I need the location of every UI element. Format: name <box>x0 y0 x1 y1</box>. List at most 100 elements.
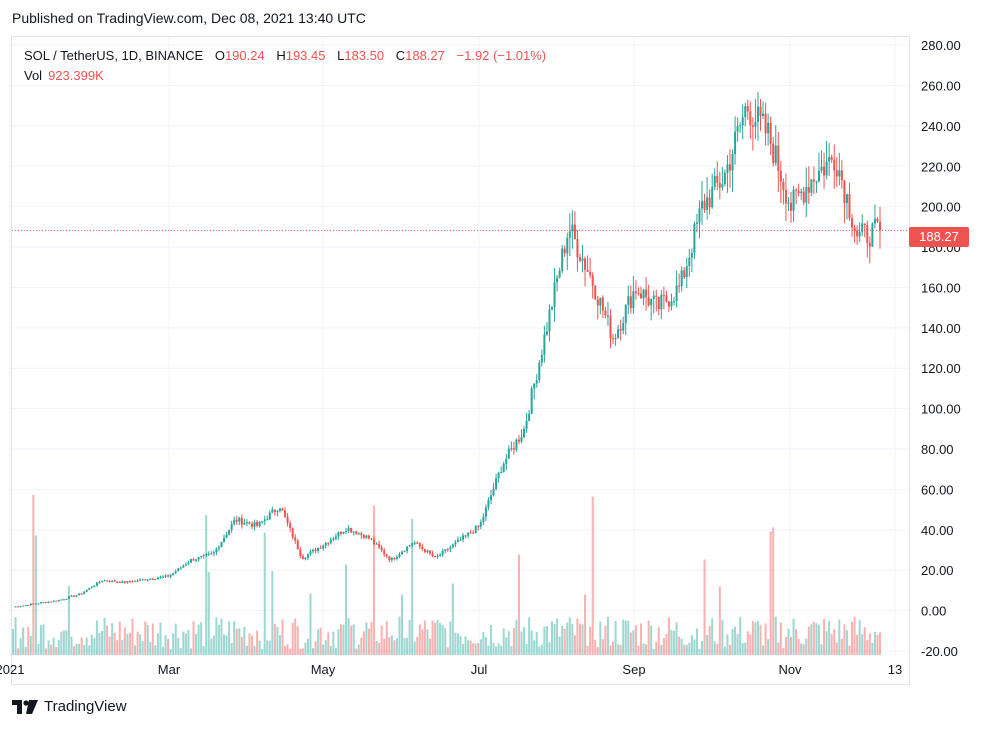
volume-bar <box>627 620 630 655</box>
volume-bar <box>489 624 492 655</box>
volume-bar <box>245 645 248 655</box>
candle-body <box>622 322 625 331</box>
volume-bar <box>113 632 116 655</box>
candle-body <box>370 538 373 540</box>
volume-bar <box>281 619 284 655</box>
volume-bar <box>459 635 462 655</box>
volume-bar <box>484 637 487 655</box>
candle-body <box>141 579 144 581</box>
volume-bar <box>258 640 261 655</box>
volume-bar <box>784 636 787 655</box>
volume-bar <box>108 636 111 655</box>
candle-body <box>482 516 485 523</box>
candle-body <box>24 604 27 606</box>
volume-bar <box>673 630 676 655</box>
candle-body <box>660 294 663 310</box>
volume-bar <box>360 637 363 655</box>
volume-bar <box>767 639 770 655</box>
candle-body <box>200 555 203 557</box>
volume-bar <box>462 643 465 655</box>
candle-body <box>309 551 312 555</box>
candle-body <box>619 329 622 331</box>
footer-brand[interactable]: TradingView <box>12 698 127 715</box>
volume-bar <box>721 620 724 655</box>
volume-bar <box>553 624 556 655</box>
candle-body <box>195 559 198 561</box>
candle-body <box>352 531 355 533</box>
candle-body <box>853 227 856 231</box>
y-tick-label: 80.00 <box>921 442 954 457</box>
volume-bar <box>642 643 645 655</box>
candle-body <box>754 121 757 127</box>
volume-bar <box>556 618 559 655</box>
volume-bar <box>772 527 775 655</box>
candle-body <box>787 202 790 204</box>
volume-bar <box>383 638 386 655</box>
candle-body <box>426 550 429 553</box>
volume-bar <box>713 641 716 655</box>
volume-bar <box>838 619 841 655</box>
candle-body <box>37 603 40 605</box>
candle-body <box>416 542 419 544</box>
candle-body <box>406 546 409 551</box>
candle-body <box>78 593 81 596</box>
volume-bar <box>65 630 68 655</box>
volume-bar <box>42 624 45 655</box>
volume-bar <box>812 621 815 655</box>
candle-body <box>162 576 165 578</box>
candle-body <box>609 315 612 339</box>
candle-body <box>360 533 363 535</box>
volume-bar <box>182 631 185 655</box>
volume-bar <box>365 622 368 655</box>
volume-bar <box>703 559 706 655</box>
volume-bar <box>327 632 330 655</box>
candle-body <box>779 170 782 182</box>
volume-bar <box>693 639 696 655</box>
volume-bar <box>477 643 480 655</box>
candle-body <box>876 218 879 222</box>
volume-bar <box>164 635 167 655</box>
volume-bar <box>482 631 485 655</box>
volume-bar <box>446 647 449 655</box>
candle-body <box>131 581 134 583</box>
candle-body <box>116 581 119 583</box>
candle-body <box>362 534 365 539</box>
volume-bar <box>787 628 790 655</box>
candle-body <box>357 533 360 535</box>
candle-body <box>345 530 348 532</box>
candle-body <box>261 520 264 522</box>
volume-bar <box>179 647 182 655</box>
volume-bar <box>169 648 172 655</box>
volume-bar <box>817 624 820 655</box>
candle-body <box>70 595 73 597</box>
candle-body <box>83 591 86 594</box>
candle-body <box>73 595 76 597</box>
volume-bar <box>29 636 32 655</box>
candle-body <box>306 554 309 558</box>
volume-bar <box>195 633 198 655</box>
candle-body <box>489 495 492 501</box>
symbol-legend: SOL / TetherUS, 1D, BINANCE O190.24 H193… <box>24 46 546 66</box>
volume-bar <box>156 633 159 655</box>
candle-body <box>802 191 805 203</box>
volume-bar <box>215 617 218 655</box>
volume-bar <box>828 621 831 655</box>
candle-body <box>296 540 299 550</box>
y-tick-label: 140.00 <box>921 321 961 336</box>
volume-bar <box>657 627 660 655</box>
candle-body <box>278 508 281 512</box>
high-label: H <box>276 48 286 63</box>
candle-body <box>444 549 447 551</box>
volume-bar <box>95 620 98 655</box>
volume-bar <box>833 629 836 655</box>
volume-bar <box>250 635 253 655</box>
y-tick-label: 0.00 <box>921 604 946 619</box>
candle-body <box>177 568 180 572</box>
candle-body <box>670 301 673 307</box>
candle-body <box>459 539 462 541</box>
candle-body <box>502 463 505 473</box>
candle-body <box>843 180 846 204</box>
volume-bar <box>741 643 744 655</box>
volume-bar <box>632 630 635 655</box>
